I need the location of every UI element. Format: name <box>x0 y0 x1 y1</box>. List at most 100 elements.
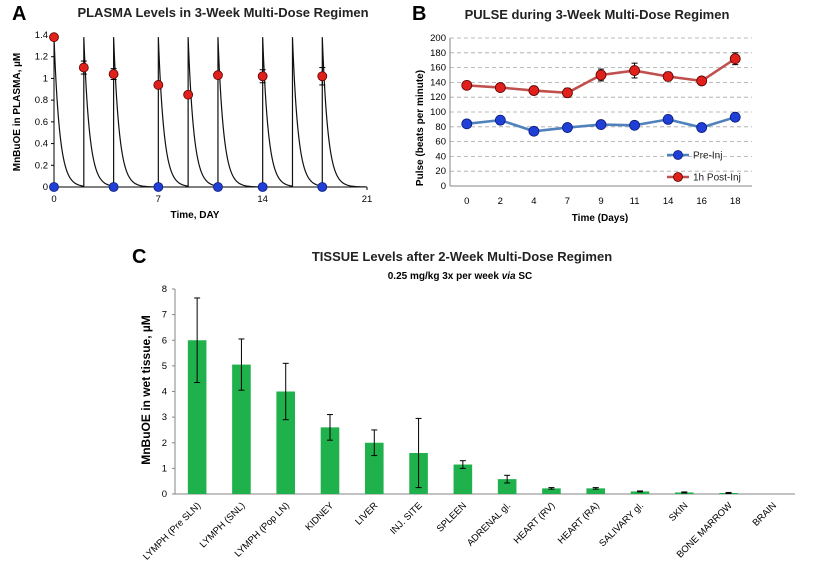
tissue-bar <box>586 488 606 494</box>
pulse-y-tick-label: 40 <box>435 151 446 162</box>
pulse-y-tick-label: 0 <box>441 181 446 192</box>
pulse-x-tick-label: 0 <box>464 196 469 207</box>
pulse-y-tick-label: 160 <box>430 63 446 74</box>
pulse-y-tick-label: 180 <box>430 48 446 59</box>
plasma-peak-point <box>183 89 194 100</box>
tissue-y-tick-label: 7 <box>162 310 167 321</box>
tissue-category-label: HEART (RV) <box>512 500 558 546</box>
plasma-trough-point <box>108 182 119 192</box>
tissue-y-tick-label: 6 <box>162 335 167 346</box>
pulse-y-tick-label: 20 <box>435 166 446 177</box>
pulse-y-tick-label: 60 <box>435 137 446 148</box>
tissue-y-tick-label: 0 <box>162 489 167 500</box>
tissue-y-tick-label: 1 <box>162 463 167 474</box>
tissue-category-label: SKIN <box>667 500 691 524</box>
plasma-pk-curve <box>53 37 84 187</box>
tissue-bar <box>497 479 517 494</box>
panel-c-tissue-chart: C TISSUE Levels after 2-Week Multi-Dose … <box>132 246 795 563</box>
panel-letter-c: C <box>132 246 146 268</box>
tissue-bar <box>630 491 650 494</box>
legend-post-inj-marker <box>673 172 683 182</box>
pulse-x-tick-label: 7 <box>565 196 570 207</box>
pulse-y-tick-label: 100 <box>430 107 446 118</box>
plasma-y-tick-label: 0.8 <box>35 95 48 106</box>
plasma-peak-point <box>153 80 164 90</box>
pulse-pre-inj-point <box>562 122 573 133</box>
pulse-pre-inj-point <box>729 111 741 123</box>
tissue-y-tick-label: 4 <box>162 387 167 398</box>
plasma-trough-point <box>317 182 328 192</box>
pulse-post-inj-point <box>528 85 540 96</box>
tissue-y-tick-label: 3 <box>162 412 167 423</box>
plasma-chart-title: PLASMA Levels in 3-Week Multi-Dose Regim… <box>77 5 368 20</box>
tissue-y-tick-label: 2 <box>162 438 167 449</box>
plasma-peak-point <box>257 71 268 82</box>
plasma-trough-point <box>153 182 164 192</box>
panel-b-pulse-chart: B PULSE during 3-Week Multi-Dose Regimen… <box>412 3 752 224</box>
pulse-pre-inj-point <box>696 122 708 133</box>
tissue-y-tick-label: 5 <box>162 361 167 372</box>
plasma-peak-point <box>317 71 328 82</box>
tissue-bar <box>364 442 384 494</box>
pulse-post-inj-point <box>729 53 741 65</box>
pulse-x-tick-label: 2 <box>498 196 503 207</box>
pulse-post-inj-point <box>562 87 573 99</box>
tissue-category-label: SPLEEN <box>435 500 469 534</box>
pulse-x-axis-label: Time (Days) <box>572 213 629 224</box>
plasma-trough-point <box>213 182 223 192</box>
tissue-category-label: LYMPH (Pre SLN) <box>141 500 203 562</box>
legend-post-inj-label: 1h Post-Inj <box>693 173 741 184</box>
legend-pre-inj-label: Pre-Inj <box>693 151 722 162</box>
pulse-pre-inj-point <box>629 119 640 131</box>
plasma-y-tick-label: 1.2 <box>35 52 48 63</box>
pulse-x-tick-label: 16 <box>696 196 707 207</box>
plasma-peak-point <box>78 62 89 73</box>
plasma-x-tick-label: 14 <box>257 194 268 205</box>
pulse-x-tick-label: 18 <box>730 196 741 207</box>
plasma-y-tick-label: 0 <box>43 182 48 193</box>
tissue-category-label: INJ. SITE <box>388 500 425 537</box>
pulse-pre-inj-point <box>461 118 473 130</box>
pulse-y-tick-label: 120 <box>430 92 446 103</box>
tissue-category-label: HEART (RA) <box>556 500 602 546</box>
pulse-x-tick-label: 14 <box>663 196 674 207</box>
plasma-pk-curve <box>83 37 114 187</box>
tissue-bar <box>187 340 207 494</box>
plasma-y-tick-label: 1.4 <box>35 30 48 41</box>
tissue-subtitle-dose: 0.25 mg/kg 3x per week <box>388 271 502 282</box>
plasma-peak-point <box>49 32 59 43</box>
tissue-category-label: BRAIN <box>751 500 779 528</box>
panel-letter-b: B <box>412 3 426 25</box>
plasma-pk-curve <box>321 37 368 188</box>
plasma-y-tick-label: 0.4 <box>35 139 48 150</box>
pulse-y-tick-label: 80 <box>435 122 446 133</box>
tissue-bar <box>320 427 340 494</box>
plasma-y-axis-label: MnBuOE in PLASMA, µM <box>12 53 23 172</box>
panel-letter-a: A <box>12 3 26 25</box>
plasma-pk-curve <box>217 37 263 188</box>
pulse-post-inj-point <box>696 75 708 87</box>
tissue-category-label: LYMPH (SNL) <box>198 500 248 550</box>
panel-a-plasma-chart: A PLASMA Levels in 3-Week Multi-Dose Reg… <box>12 3 372 221</box>
plasma-pk-curve <box>157 37 189 187</box>
plasma-pk-curve <box>262 37 293 187</box>
legend-pre-inj-marker <box>673 150 683 160</box>
pulse-post-inj-point <box>662 71 674 82</box>
pulse-y-tick-label: 200 <box>430 33 446 44</box>
plasma-peak-point <box>213 70 223 81</box>
tissue-bar <box>542 488 561 494</box>
plasma-trough-point <box>49 182 59 192</box>
pulse-y-axis-label: Pulse (beats per minute) <box>415 70 426 186</box>
tissue-category-label: LIVER <box>353 500 380 527</box>
pulse-post-inj-point <box>494 82 506 93</box>
pulse-post-inj-point <box>629 65 640 76</box>
pulse-pre-inj-point <box>494 114 506 126</box>
plasma-y-tick-label: 0.2 <box>35 160 48 171</box>
pulse-y-tick-label: 140 <box>430 77 446 88</box>
pulse-pre-inj-point <box>595 119 607 130</box>
tissue-chart-subtitle: 0.25 mg/kg 3x per week via SC <box>388 271 533 282</box>
plasma-y-tick-label: 1 <box>43 73 48 84</box>
tissue-subtitle-via: via <box>502 271 516 282</box>
plasma-pk-curve <box>187 37 219 187</box>
pulse-chart-title: PULSE during 3-Week Multi-Dose Regimen <box>465 7 730 22</box>
